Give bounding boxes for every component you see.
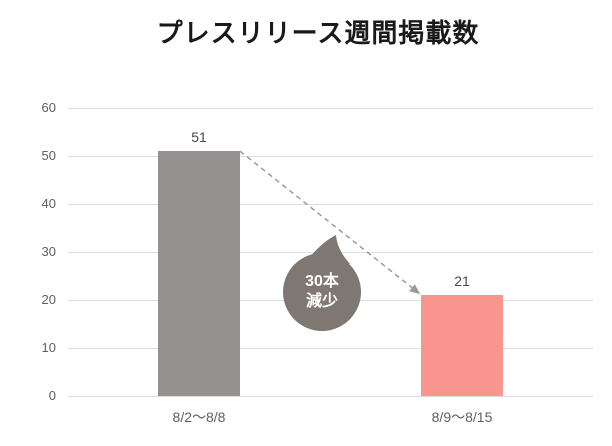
gridline — [68, 156, 593, 157]
y-tick-label: 30 — [41, 244, 56, 259]
y-tick-label: 40 — [41, 196, 56, 211]
bar-value-label-previous: 51 — [191, 129, 207, 146]
bar-current-week: 21 — [421, 273, 503, 396]
gridline — [68, 204, 593, 205]
bar-previous-week: 51 — [158, 129, 240, 396]
gridline — [68, 396, 593, 397]
decrease-badge-text: 30本 減少 — [272, 272, 372, 312]
bar-value-label-current: 21 — [454, 273, 470, 290]
x-axis-label-previous-week: 8/2〜8/8 — [172, 409, 226, 425]
chart-title: プレスリリース週間掲載数 — [156, 18, 480, 48]
decrease-connector-dashed-line — [239, 150, 421, 295]
x-axis-label-current-week: 8/9〜8/15 — [431, 409, 493, 425]
y-tick-label: 20 — [41, 292, 56, 307]
gridline — [68, 300, 593, 301]
decrease-badge-line2: 減少 — [305, 293, 338, 310]
y-tick-label: 10 — [41, 340, 56, 355]
y-tick-label: 50 — [41, 148, 56, 163]
plot-area: 60 50 40 30 20 10 0 51 21 30本 減少 8/2〜8/8 8/9〜8 — [42, 100, 593, 425]
gridline — [68, 108, 593, 109]
gridline — [68, 252, 593, 253]
y-tick-label: 60 — [41, 100, 56, 115]
decrease-badge-bubble — [283, 253, 361, 331]
badge-bubble-tail — [308, 235, 350, 264]
decrease-badge-line1: 30本 — [305, 273, 339, 290]
y-tick-label: 0 — [48, 388, 56, 403]
gridline — [68, 348, 593, 349]
